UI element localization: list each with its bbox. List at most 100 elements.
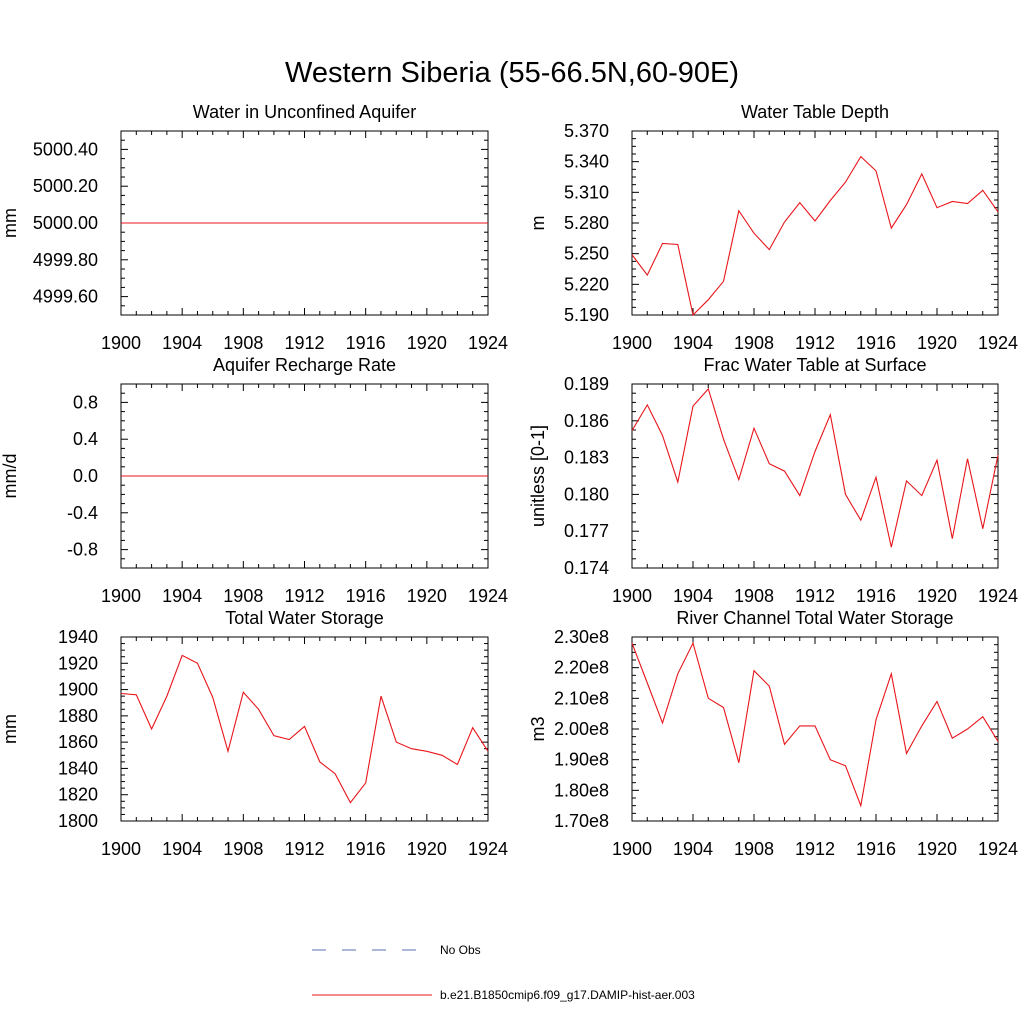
x-tick-label: 1916	[346, 839, 386, 859]
x-tick-label: 1924	[978, 333, 1018, 353]
y-tick-label: 5.280	[564, 213, 609, 233]
y-axis-label: mm	[0, 208, 20, 238]
series-line	[631, 155, 999, 317]
y-axis-label: unitless [0-1]	[528, 425, 548, 527]
x-tick-label: 1924	[978, 586, 1018, 606]
y-tick-label: -0.8	[67, 540, 98, 560]
y-tick-label: 2.20e8	[554, 658, 609, 678]
x-tick-label: 1900	[612, 333, 652, 353]
y-tick-label: 0.177	[564, 521, 609, 541]
y-tick-label: 0.4	[73, 429, 98, 449]
x-tick-label: 1900	[101, 333, 141, 353]
y-tick-label: 5000.20	[33, 176, 98, 196]
x-tick-label: 1924	[468, 839, 508, 859]
figure-title: Western Siberia (55-66.5N,60-90E)	[285, 57, 739, 89]
chart-panel-6: River Channel Total Water Storage 1900 190…	[528, 608, 1018, 859]
x-tick-label: 1916	[856, 586, 896, 606]
x-tick-label: 1904	[673, 586, 713, 606]
x-tick-label: 1920	[917, 839, 957, 859]
x-tick-label: 1912	[795, 333, 835, 353]
panel-title: Water Table Depth	[741, 102, 889, 122]
series-line	[631, 387, 999, 548]
x-tick-label: 1920	[917, 586, 957, 606]
x-tick-label: 1904	[673, 333, 713, 353]
x-tick-label: 1916	[856, 839, 896, 859]
y-tick-label: 5.340	[564, 152, 609, 172]
legend: No Obs b.e21.B1850cmip6.f09_g17.DAMIP-hi…	[312, 943, 695, 1002]
x-tick-label: 1908	[734, 333, 774, 353]
y-tick-label: 1.80e8	[554, 780, 609, 800]
x-tick-label: 1920	[407, 333, 447, 353]
y-tick-label: 0.0	[73, 466, 98, 486]
y-tick-label: 5.220	[564, 274, 609, 294]
y-tick-label: 1920	[58, 653, 98, 673]
y-tick-label: 4999.80	[33, 250, 98, 270]
x-tick-label: 1908	[223, 839, 263, 859]
y-tick-label: 0.186	[564, 411, 609, 431]
x-tick-label: 1908	[223, 333, 263, 353]
y-tick-label: 2.10e8	[554, 688, 609, 708]
x-tick-label: 1912	[284, 586, 324, 606]
x-tick-label: 1912	[284, 839, 324, 859]
x-tick-label: 1920	[917, 333, 957, 353]
x-tick-label: 1916	[346, 586, 386, 606]
y-axis-label: mm	[0, 714, 20, 744]
panel-title: Water in Unconfined Aquifer	[193, 102, 416, 122]
y-tick-label: 1860	[58, 732, 98, 752]
x-tick-label: 1908	[734, 839, 774, 859]
x-tick-label: 1924	[468, 586, 508, 606]
y-tick-label: 1880	[58, 706, 98, 726]
y-tick-label: 1.90e8	[554, 750, 609, 770]
plot-frame	[120, 636, 489, 822]
chart-panel-5: Total Water Storage 1900 1904 1908 1912 1916 1…	[0, 608, 508, 859]
x-tick-label: 1900	[101, 839, 141, 859]
x-tick-label: 1904	[162, 586, 202, 606]
y-tick-label: 0.189	[564, 374, 609, 394]
y-tick-label: 5.310	[564, 182, 609, 202]
x-tick-label: 1900	[101, 586, 141, 606]
y-tick-label: -0.4	[67, 503, 98, 523]
x-tick-label: 1904	[162, 333, 202, 353]
y-tick-label: 2.00e8	[554, 719, 609, 739]
plot-frame	[631, 636, 999, 822]
x-tick-label: 1920	[407, 839, 447, 859]
x-tick-label: 1924	[468, 333, 508, 353]
y-tick-label: 1940	[58, 627, 98, 647]
panel-title: Aquifer Recharge Rate	[213, 355, 396, 375]
x-tick-label: 1912	[795, 586, 835, 606]
x-tick-label: 1916	[856, 333, 896, 353]
x-tick-label: 1900	[612, 839, 652, 859]
x-tick-label: 1908	[223, 586, 263, 606]
y-tick-label: 1820	[58, 785, 98, 805]
y-tick-label: 0.8	[73, 392, 98, 412]
x-tick-label: 1924	[978, 839, 1018, 859]
y-tick-label: 5.250	[564, 244, 609, 264]
x-tick-label: 1916	[346, 333, 386, 353]
chart-panel-1: Water in Unconfined Aquifer 1900 1904 1908 1…	[0, 102, 508, 353]
chart-panel-2: Water Table Depth 1900 1904 1908 1912 1916 192…	[528, 102, 1018, 353]
plot-frame	[631, 383, 999, 569]
y-axis-label: m	[528, 216, 548, 231]
y-tick-label: 0.183	[564, 448, 609, 468]
legend-label-simulation: b.e21.B1850cmip6.f09_g17.DAMIP-hist-aer.…	[440, 988, 695, 1002]
y-tick-label: 5.370	[564, 121, 609, 141]
chart-panel-4: Frac Water Table at Surface 1900 1904 1908 1…	[528, 355, 1018, 606]
y-tick-label: 1900	[58, 680, 98, 700]
series-line	[120, 654, 489, 804]
panel-title: Frac Water Table at Surface	[703, 355, 926, 375]
series-line	[631, 641, 999, 808]
y-tick-label: 0.180	[564, 484, 609, 504]
y-tick-label: 5000.40	[33, 139, 98, 159]
y-axis-label: m3	[528, 716, 548, 741]
y-tick-label: 1840	[58, 758, 98, 778]
x-tick-label: 1912	[284, 333, 324, 353]
x-tick-label: 1920	[407, 586, 447, 606]
x-tick-label: 1912	[795, 839, 835, 859]
x-tick-label: 1904	[673, 839, 713, 859]
panel-title: River Channel Total Water Storage	[676, 608, 953, 628]
y-tick-label: 4999.60	[33, 287, 98, 307]
y-tick-label: 2.30e8	[554, 627, 609, 647]
legend-label-no-obs: No Obs	[440, 943, 481, 957]
y-tick-label: 1.70e8	[554, 811, 609, 831]
